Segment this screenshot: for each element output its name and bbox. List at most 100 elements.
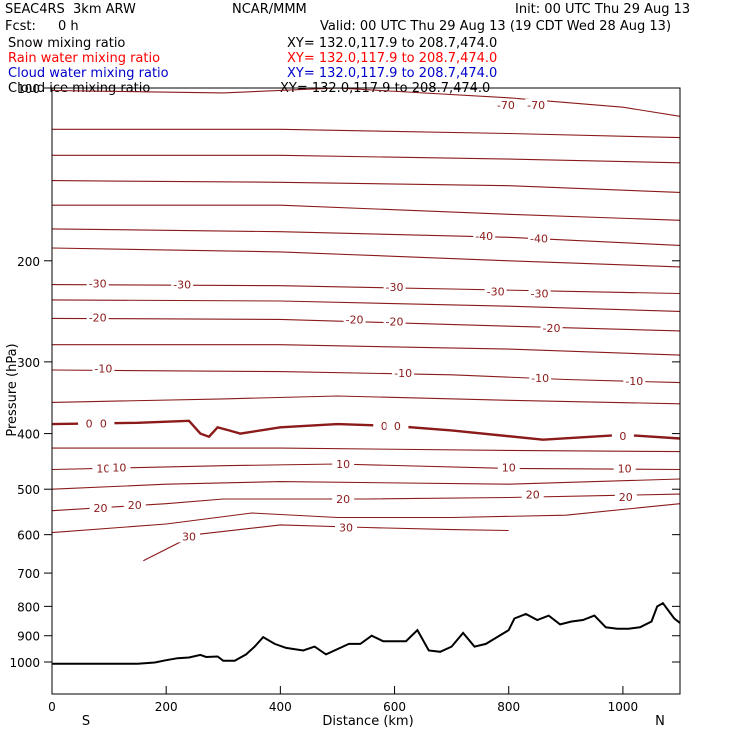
plot-frame bbox=[51, 87, 681, 695]
terrain-profile bbox=[52, 601, 681, 665]
isotherm-label: 10 bbox=[112, 461, 126, 474]
forecast-label: Fcst: bbox=[5, 19, 36, 34]
isotherm-contours bbox=[52, 88, 680, 562]
isotherm-label: -70 bbox=[497, 99, 515, 112]
isotherm-label: 0 bbox=[394, 420, 401, 433]
isotherm-m10 bbox=[52, 369, 680, 384]
isotherm-25 bbox=[52, 503, 680, 534]
south-label: S bbox=[82, 714, 90, 729]
isotherm-label: -40 bbox=[475, 230, 493, 243]
y-tick-label: 500 bbox=[17, 483, 40, 497]
isotherm-label-bg bbox=[383, 280, 406, 293]
field-xy-snow: XY= 132.0,117.9 to 208.7,474.0 bbox=[287, 36, 498, 51]
model-title: SEAC4RS 3km ARW bbox=[5, 2, 136, 17]
isotherm-label: -10 bbox=[94, 362, 112, 375]
isotherm-m20 bbox=[52, 317, 680, 332]
isotherm-label-bg bbox=[386, 419, 409, 432]
isotherm-15 bbox=[52, 478, 680, 490]
isotherm-label: 20 bbox=[336, 493, 350, 506]
isotherm-label-bg bbox=[92, 362, 115, 375]
field-label-snow: Snow mixing ratio bbox=[8, 36, 126, 51]
valid-time: Valid: 00 UTC Thu 29 Aug 13 (19 CDT Wed … bbox=[320, 19, 672, 34]
init-time: Init: 00 UTC Thu 29 Aug 13 bbox=[515, 2, 691, 17]
isotherm-m5 bbox=[52, 395, 680, 405]
isotherm-label: 0 bbox=[619, 430, 626, 443]
isotherm-label-bg bbox=[171, 278, 194, 291]
isotherm-label: 30 bbox=[182, 530, 196, 543]
isotherm-label: -10 bbox=[625, 375, 643, 388]
isotherm-label: -40 bbox=[530, 233, 548, 246]
x-tick-label: 600 bbox=[383, 700, 406, 714]
isotherm-m60 bbox=[52, 128, 680, 139]
isotherm-label: -30 bbox=[89, 277, 107, 290]
y-tick-label: 900 bbox=[17, 630, 40, 644]
isotherm-label-bg bbox=[383, 315, 406, 328]
isotherm-label: 10 bbox=[502, 461, 516, 474]
isotherm-label-bg bbox=[494, 98, 517, 111]
isotherm-m55 bbox=[52, 154, 680, 164]
x-tick-label: 800 bbox=[497, 700, 520, 714]
north-label: N bbox=[655, 714, 665, 729]
isotherm-label: 0 bbox=[86, 417, 93, 430]
isotherm-0 bbox=[52, 419, 680, 441]
isotherm-label-bg bbox=[484, 285, 507, 298]
isotherm-label-bg bbox=[623, 375, 646, 388]
isotherm-label-bg bbox=[86, 311, 109, 324]
y-tick-label: 300 bbox=[17, 356, 40, 370]
isotherm-m25 bbox=[52, 299, 680, 312]
field-xy-rain: XY= 132.0,117.9 to 208.7,474.0 bbox=[287, 51, 498, 66]
isotherm-label: 10 bbox=[336, 458, 350, 471]
y-axis-label: Pressure (hPa) bbox=[5, 343, 20, 436]
y-tick-label: 400 bbox=[17, 428, 40, 442]
isotherm-labels: -70 -70 -40 -40 -30 -30 -30 -30 -30 -20 -20 -20 -20 -… bbox=[78, 98, 646, 543]
isotherm-label-bg bbox=[614, 491, 637, 504]
field-label-cloud-water: Cloud water mixing ratio bbox=[8, 66, 169, 81]
isotherm-m35 bbox=[52, 247, 680, 268]
isotherm-label: -20 bbox=[89, 311, 107, 324]
isotherm-label-bg bbox=[332, 492, 355, 505]
forecast-value: 0 h bbox=[58, 19, 79, 34]
isotherm-label-bg bbox=[86, 277, 109, 290]
isotherm-label-bg bbox=[611, 430, 634, 443]
isotherm-label-bg bbox=[540, 322, 563, 335]
terrain-line bbox=[52, 601, 681, 665]
isotherm-label: -10 bbox=[394, 367, 412, 380]
x-tick-label: 200 bbox=[155, 700, 178, 714]
field-label-rain: Rain water mixing ratio bbox=[8, 51, 161, 66]
isotherm-label-bg bbox=[473, 229, 496, 242]
y-tick-label: 200 bbox=[17, 255, 40, 269]
y-tick-label: 800 bbox=[17, 600, 40, 614]
isotherm-label-bg bbox=[335, 521, 358, 534]
isotherm-label-bg bbox=[528, 287, 551, 300]
isotherm-label: -70 bbox=[527, 99, 545, 112]
isotherm-label-bg bbox=[392, 367, 415, 380]
y-tick-label: 100 bbox=[17, 82, 40, 96]
isotherm-label: 20 bbox=[619, 491, 633, 504]
isotherm-label-bg bbox=[89, 501, 112, 514]
isotherm-10 bbox=[52, 463, 680, 471]
isotherm-label: -20 bbox=[346, 313, 364, 326]
isotherm-20 bbox=[52, 493, 680, 512]
isotherm-label-bg bbox=[525, 98, 548, 111]
isotherm-label: -30 bbox=[531, 287, 549, 300]
x-tick-label: 0 bbox=[48, 700, 56, 714]
isotherm-label: 0 bbox=[381, 420, 388, 433]
isotherm-label-bg bbox=[92, 417, 115, 430]
isotherm-m50 bbox=[52, 180, 680, 193]
isotherm-30 bbox=[143, 524, 509, 562]
isotherm-label-bg bbox=[343, 313, 366, 326]
isotherm-label-bg bbox=[529, 371, 552, 384]
isotherm-label: -10 bbox=[531, 372, 549, 385]
field-xy-cloud-water: XY= 132.0,117.9 to 208.7,474.0 bbox=[287, 66, 498, 81]
isotherm-label: -20 bbox=[386, 315, 404, 328]
isotherm-label: 20 bbox=[94, 502, 108, 515]
isotherm-label-bg bbox=[108, 461, 131, 474]
isotherm-m30 bbox=[52, 284, 680, 295]
org-label: NCAR/MMM bbox=[232, 2, 307, 17]
isotherm-label: 20 bbox=[128, 499, 142, 512]
isotherm-label: -30 bbox=[487, 285, 505, 298]
isotherm-label-bg bbox=[332, 458, 355, 471]
isotherm-m15 bbox=[52, 344, 680, 356]
isotherm-label-bg bbox=[123, 499, 146, 512]
